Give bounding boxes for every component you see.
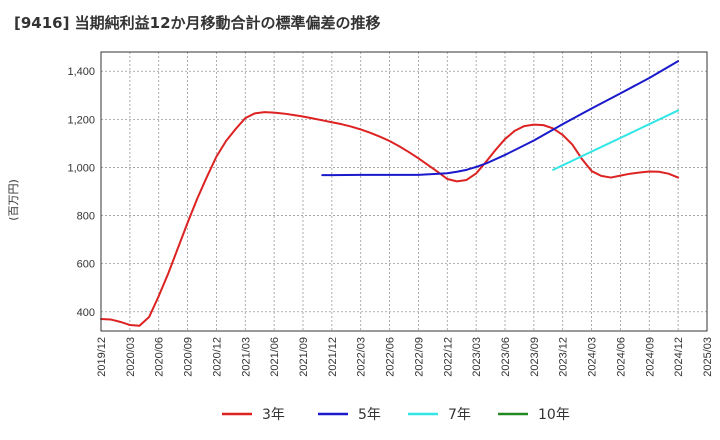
- series-line-2: [321, 60, 680, 177]
- grid-layer: [101, 52, 707, 331]
- y-axis: 400 600 800 1,000 1,200 1,400: [67, 66, 95, 319]
- x-tick-label: 2022/09: [413, 337, 425, 377]
- x-tick-label: 2020/12: [211, 337, 223, 377]
- x-tick-label: 2023/12: [558, 337, 570, 377]
- legend: 3年 5年 7年 10年: [222, 407, 570, 423]
- x-tick-label: 2021/06: [269, 337, 281, 377]
- x-tick-label: 2023/06: [500, 337, 512, 377]
- x-tick-label: 2023/09: [529, 337, 541, 377]
- x-tick-label: 2024/06: [615, 337, 627, 377]
- x-tick-label: 2021/09: [298, 337, 310, 377]
- chart-title: [9416] 当期純利益12か月移動合計の標準偏差の推移: [14, 14, 381, 32]
- y-tick-label: 1,200: [67, 114, 95, 126]
- series-line-3: [552, 109, 680, 171]
- x-axis: 2019/12 2020/03 2020/06 2020/09 2020/12 2021/…: [96, 337, 714, 377]
- x-tick-label: 2021/12: [327, 337, 339, 377]
- series-layer: [100, 60, 680, 327]
- x-tick-label: 2024/03: [587, 337, 599, 377]
- y-tick-label: 1,000: [67, 162, 95, 174]
- x-tick-label: 2022/06: [385, 337, 397, 377]
- x-tick-label: 2024/09: [644, 337, 656, 377]
- x-tick-label: 2019/12: [96, 337, 108, 377]
- y-tick-label: 800: [77, 211, 95, 223]
- legend-label: 10年: [538, 407, 570, 423]
- x-tick-label: 2022/03: [356, 337, 368, 377]
- x-tick-label: 2024/12: [673, 337, 685, 377]
- x-tick-label: 2025/03: [702, 337, 714, 377]
- y-tick-label: 400: [77, 307, 95, 319]
- x-tick-label: 2023/03: [471, 337, 483, 377]
- legend-label: 7年: [448, 407, 471, 423]
- y-tick-label: 1,400: [67, 66, 95, 78]
- y-axis-label: (百万円): [7, 179, 20, 221]
- x-tick-label: 2022/12: [442, 337, 454, 377]
- series-line-1: [100, 111, 680, 327]
- x-tick-label: 2020/09: [183, 337, 195, 377]
- x-tick-label: 2020/06: [154, 337, 166, 377]
- x-tick-label: 2021/03: [240, 337, 252, 377]
- y-tick-label: 600: [77, 259, 95, 271]
- legend-label: 3年: [262, 407, 285, 423]
- plot-frame: [100, 51, 708, 332]
- legend-label: 5年: [358, 407, 381, 423]
- x-tick-label: 2020/03: [125, 337, 137, 377]
